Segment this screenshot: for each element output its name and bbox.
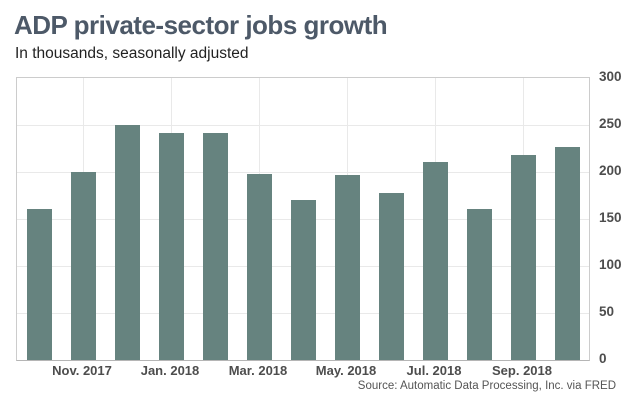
source-attribution: Source: Automatic Data Processing, Inc. …	[357, 380, 616, 392]
bar-slot	[325, 78, 369, 360]
bar-Oct. 2017[interactable]	[26, 208, 52, 360]
x-tick-label-Jan-2018: Jan. 2018	[140, 363, 200, 378]
y-tick-label-250: 250	[599, 116, 622, 131]
x-tick-label-Sep-2018: Sep. 2018	[492, 363, 552, 378]
bar-slot	[237, 78, 281, 360]
bar-slot	[413, 78, 457, 360]
x-tick-label-May-2018: May. 2018	[315, 363, 377, 378]
y-tick-label-300: 300	[599, 69, 622, 84]
bar-Dec. 2017[interactable]	[114, 125, 140, 360]
bar-Jul. 2018[interactable]	[422, 161, 448, 360]
bar-slot	[369, 78, 413, 360]
bar-slot	[545, 78, 589, 360]
bar-Oct. 2018[interactable]	[554, 146, 580, 360]
x-tick-label-Nov-2017: Nov. 2017	[52, 363, 112, 378]
bar-Feb. 2018[interactable]	[202, 133, 228, 360]
x-tick-label-Mar-2018: Mar. 2018	[228, 363, 288, 378]
h-gridline-250	[17, 125, 589, 126]
y-tick-label-150: 150	[599, 210, 622, 225]
y-tick-label-100: 100	[599, 257, 622, 272]
bar-series	[17, 78, 589, 360]
bar-May. 2018[interactable]	[334, 174, 360, 360]
bar-Apr. 2018[interactable]	[290, 200, 316, 360]
bar-slot	[61, 78, 105, 360]
bar-Aug. 2018[interactable]	[466, 208, 492, 360]
h-gridline-200	[17, 172, 589, 173]
y-tick-label-0: 0	[599, 351, 607, 366]
bar-chart-plot-area	[16, 77, 590, 361]
bar-slot	[105, 78, 149, 360]
bar-Jun. 2018[interactable]	[378, 192, 404, 360]
bar-slot	[17, 78, 61, 360]
y-tick-label-50: 50	[599, 304, 615, 319]
bar-slot	[457, 78, 501, 360]
bar-Sep. 2018[interactable]	[510, 155, 536, 360]
x-tick-label-Jul-2018: Jul. 2018	[406, 363, 462, 378]
bar-Nov. 2017[interactable]	[70, 172, 96, 360]
bar-slot	[149, 78, 193, 360]
chart-title: ADP private-sector jobs growth	[14, 10, 388, 40]
chart-subtitle: In thousands, seasonally adjusted	[15, 45, 249, 62]
bar-slot	[501, 78, 545, 360]
bar-slot	[193, 78, 237, 360]
bar-Mar. 2018[interactable]	[246, 173, 272, 360]
bar-slot	[281, 78, 325, 360]
bar-Jan. 2018[interactable]	[158, 133, 184, 360]
y-tick-label-200: 200	[599, 163, 622, 178]
